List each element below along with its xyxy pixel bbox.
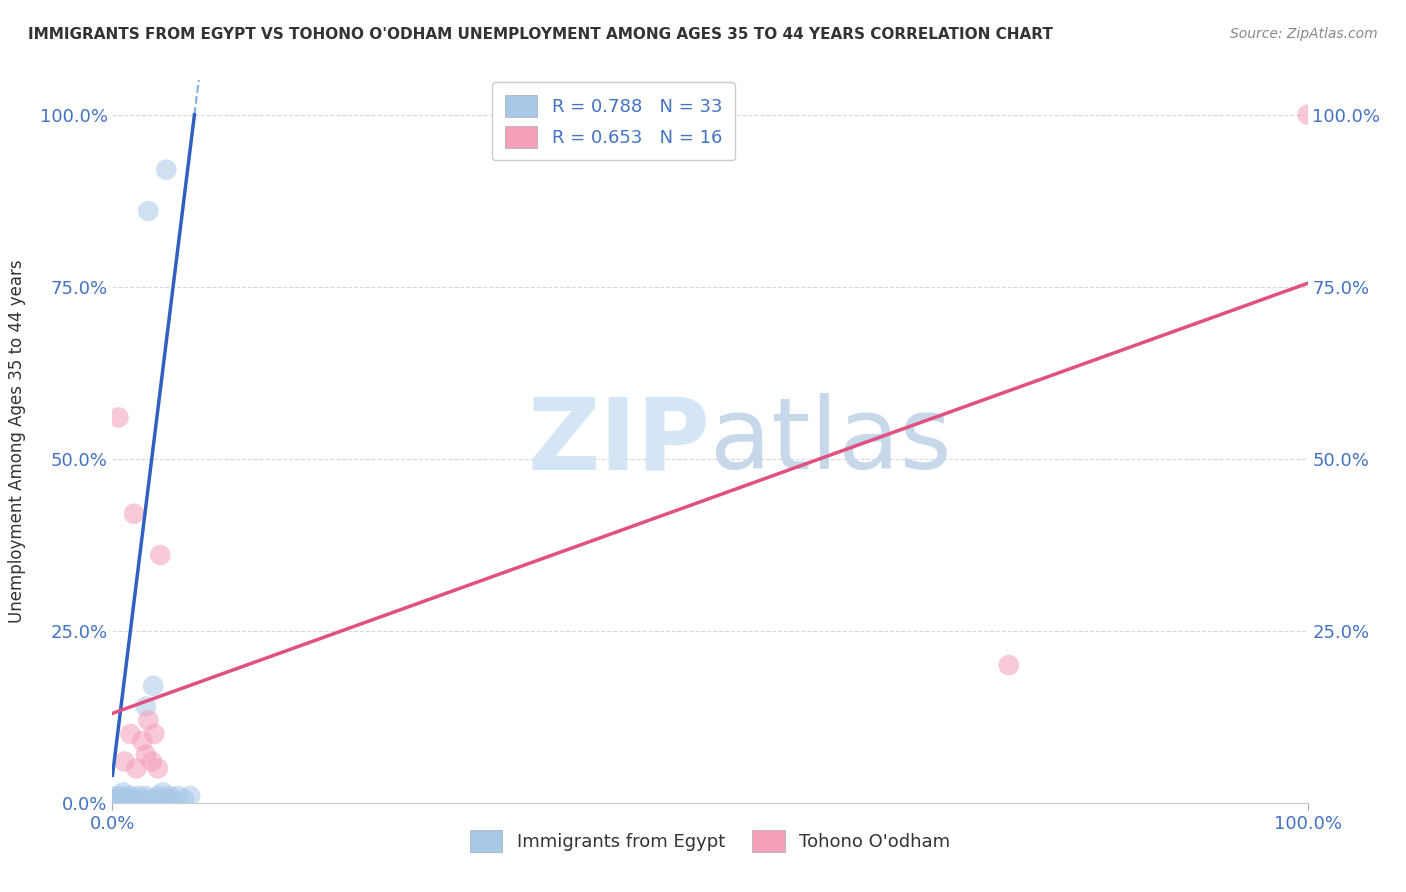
Y-axis label: Unemployment Among Ages 35 to 44 years: Unemployment Among Ages 35 to 44 years	[7, 260, 25, 624]
Point	[152, 785, 174, 799]
Point	[155, 162, 177, 177]
Point	[149, 792, 172, 806]
Point	[131, 734, 153, 748]
Point	[135, 789, 157, 803]
Point	[135, 699, 157, 714]
Point	[104, 792, 127, 806]
Point	[125, 761, 148, 775]
Point	[125, 792, 148, 806]
Point	[139, 796, 162, 810]
Text: IMMIGRANTS FROM EGYPT VS TOHONO O'ODHAM UNEMPLOYMENT AMONG AGES 35 TO 44 YEARS C: IMMIGRANTS FROM EGYPT VS TOHONO O'ODHAM …	[28, 27, 1053, 42]
Point	[141, 755, 163, 769]
Point	[167, 789, 190, 803]
Point	[173, 792, 195, 806]
Point	[179, 789, 201, 803]
Point	[159, 789, 181, 803]
Point	[107, 792, 129, 806]
Point	[146, 761, 169, 775]
Point	[122, 796, 145, 810]
Point	[120, 789, 142, 803]
Text: atlas: atlas	[710, 393, 952, 490]
Point	[138, 792, 160, 806]
Text: Source: ZipAtlas.com: Source: ZipAtlas.com	[1230, 27, 1378, 41]
Point	[112, 785, 135, 799]
Point	[110, 796, 132, 810]
Point	[120, 727, 142, 741]
Point	[115, 796, 138, 810]
Point	[107, 410, 129, 425]
Point	[105, 796, 128, 810]
Point	[111, 792, 134, 806]
Legend: Immigrants from Egypt, Tohono O'odham: Immigrants from Egypt, Tohono O'odham	[463, 822, 957, 859]
Point	[146, 789, 169, 803]
Point	[122, 507, 145, 521]
Point	[114, 792, 135, 806]
Point	[1296, 108, 1319, 122]
Point	[155, 792, 177, 806]
Point	[108, 789, 131, 803]
Point	[162, 792, 183, 806]
Point	[117, 792, 139, 806]
Text: ZIP: ZIP	[527, 393, 710, 490]
Point	[128, 789, 150, 803]
Point	[149, 548, 172, 562]
Point	[131, 792, 153, 806]
Point	[998, 658, 1021, 673]
Point	[105, 789, 128, 803]
Point	[143, 792, 166, 806]
Point	[114, 755, 135, 769]
Point	[121, 792, 143, 806]
Point	[138, 204, 160, 219]
Point	[142, 679, 165, 693]
Point	[138, 713, 160, 727]
Point	[143, 727, 166, 741]
Point	[135, 747, 157, 762]
